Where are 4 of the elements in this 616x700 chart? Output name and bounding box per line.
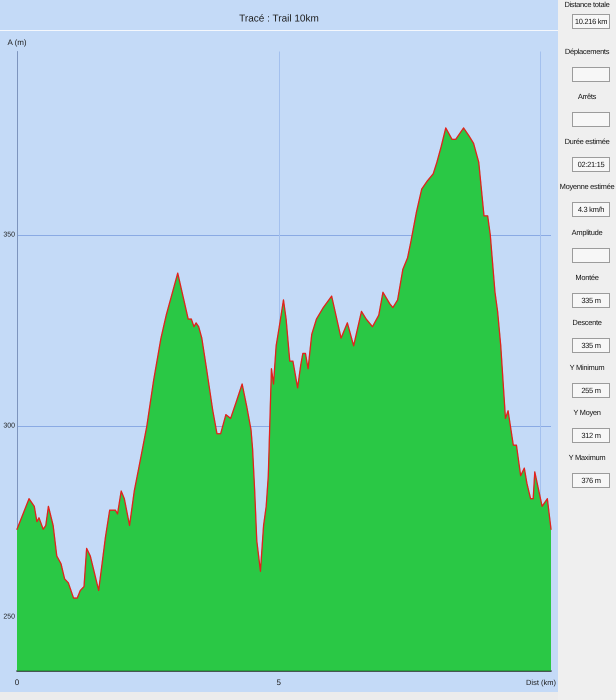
x-tick-label: 5	[276, 678, 282, 688]
x-tick-label: 0	[14, 678, 20, 688]
chart-title: Tracé : Trail 10km	[239, 14, 319, 24]
y-axis-title: A (m)	[7, 38, 27, 47]
